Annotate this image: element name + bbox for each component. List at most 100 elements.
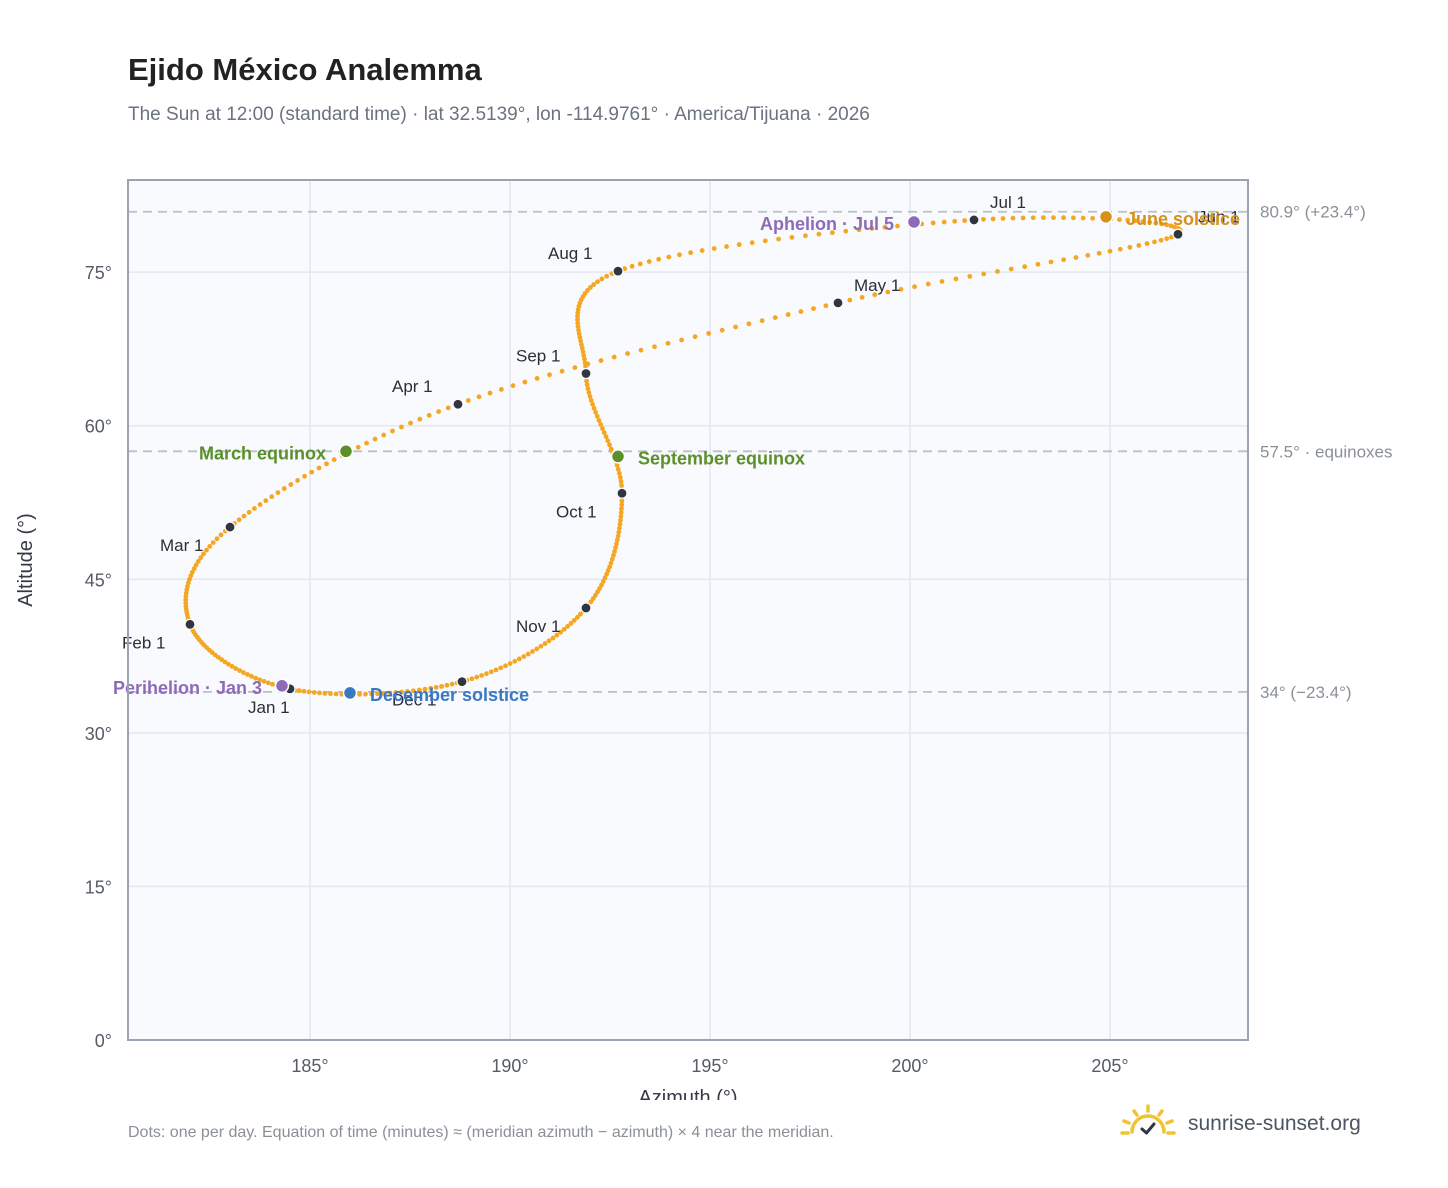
- y-axis-label: Altitude (°): [15, 513, 37, 607]
- daily-dot: [204, 547, 209, 553]
- event-label: June solstice: [1126, 209, 1240, 229]
- daily-dot: [1035, 261, 1041, 267]
- daily-dot: [575, 310, 581, 316]
- daily-dot: [587, 285, 593, 290]
- daily-dot: [941, 219, 947, 225]
- daily-dot: [201, 551, 206, 557]
- daily-dot: [324, 461, 329, 467]
- daily-dot: [829, 230, 835, 236]
- daily-dot: [1127, 244, 1133, 250]
- daily-dot: [594, 413, 600, 419]
- month-marker-label: Sep 1: [516, 347, 560, 366]
- daily-dot: [869, 226, 875, 231]
- daily-dot: [252, 506, 257, 511]
- daily-dot: [967, 273, 973, 279]
- daily-dot: [583, 363, 588, 369]
- daily-dot: [428, 685, 434, 691]
- daily-dot: [615, 533, 621, 539]
- month-marker-label: Apr 1: [392, 377, 433, 396]
- daily-dot: [269, 494, 275, 500]
- daily-dot: [811, 306, 816, 312]
- daily-dot: [1040, 215, 1046, 221]
- daily-dot: [1117, 217, 1122, 223]
- event-marker: [906, 214, 922, 230]
- daily-dot: [1168, 223, 1174, 229]
- daily-dot: [465, 398, 471, 403]
- daily-dot: [357, 691, 362, 697]
- daily-dot: [617, 521, 623, 527]
- daily-dot: [547, 372, 552, 378]
- daily-dot: [433, 684, 439, 690]
- daily-dot: [588, 397, 594, 403]
- daily-dot: [930, 220, 936, 226]
- daily-dot: [759, 318, 765, 324]
- daily-dot: [823, 303, 829, 309]
- daily-dot: [593, 409, 599, 415]
- daily-dot: [576, 331, 582, 337]
- daily-dot: [189, 569, 195, 575]
- daily-dot: [605, 438, 611, 444]
- daily-dot: [981, 271, 987, 277]
- daily-dot: [399, 424, 404, 430]
- daily-dot: [1164, 236, 1170, 242]
- daily-dot: [604, 571, 610, 577]
- month-marker: [184, 618, 196, 630]
- daily-dot: [411, 688, 416, 694]
- daily-dot: [646, 259, 652, 264]
- daily-dot: [422, 686, 428, 692]
- month-marker-label: Dec 1: [392, 691, 436, 710]
- daily-dot: [507, 661, 513, 666]
- daily-dot: [476, 394, 482, 400]
- daily-dot: [629, 263, 635, 269]
- daily-dot: [426, 412, 432, 418]
- month-marker: [616, 487, 628, 499]
- daily-dot: [585, 386, 591, 392]
- daily-dot: [245, 672, 250, 677]
- daily-dot: [550, 635, 556, 641]
- daily-dot: [618, 517, 623, 523]
- daily-dot: [1147, 219, 1153, 225]
- daily-dot: [692, 334, 698, 340]
- month-marker: [224, 521, 236, 533]
- daily-dot: [375, 691, 380, 697]
- daily-dot: [1144, 241, 1150, 247]
- daily-dot: [577, 611, 583, 617]
- daily-dot: [1071, 215, 1076, 221]
- daily-dot: [568, 620, 574, 626]
- daily-dot: [579, 342, 584, 347]
- daily-dot: [369, 691, 374, 697]
- daily-dot: [746, 321, 752, 327]
- daily-dot: [679, 337, 684, 343]
- daily-dot: [387, 690, 392, 696]
- daily-dot: [578, 338, 584, 344]
- daily-dot: [1080, 215, 1086, 221]
- daily-dot: [995, 269, 1000, 274]
- daily-dot: [214, 536, 220, 542]
- daily-dot: [1030, 215, 1036, 221]
- daily-dot: [288, 482, 294, 487]
- daily-dot: [198, 555, 204, 561]
- daily-dot: [222, 659, 228, 665]
- reference-line-label: 57.5° · equinoxes: [1260, 442, 1393, 461]
- brand[interactable]: sunrise-sunset.org: [1120, 1100, 1361, 1148]
- daily-dot: [981, 216, 986, 222]
- daily-dot: [859, 295, 865, 300]
- axis-ticks: 185° 190° 195° 200° 205° 0° 15° 30° 45° 60° 75°: [85, 263, 1129, 1076]
- x-tick-label: 185°: [291, 1056, 328, 1076]
- daily-dot: [638, 347, 644, 353]
- daily-dot: [612, 549, 617, 554]
- daily-dot: [665, 340, 671, 346]
- daily-dot: [882, 224, 888, 230]
- daily-dot: [614, 537, 620, 543]
- daily-dot: [311, 690, 317, 695]
- y-tick-label: 60°: [85, 417, 112, 437]
- x-tick-label: 195°: [691, 1056, 728, 1076]
- month-marker: [612, 265, 624, 277]
- daily-dot: [296, 688, 302, 693]
- month-marker-label: Feb 1: [122, 633, 165, 652]
- event-label: Aphelion · Jul 5: [760, 214, 894, 234]
- daily-dot: [295, 477, 301, 483]
- daily-dot: [317, 690, 322, 696]
- daily-dot: [711, 246, 717, 251]
- daily-dot: [601, 430, 607, 436]
